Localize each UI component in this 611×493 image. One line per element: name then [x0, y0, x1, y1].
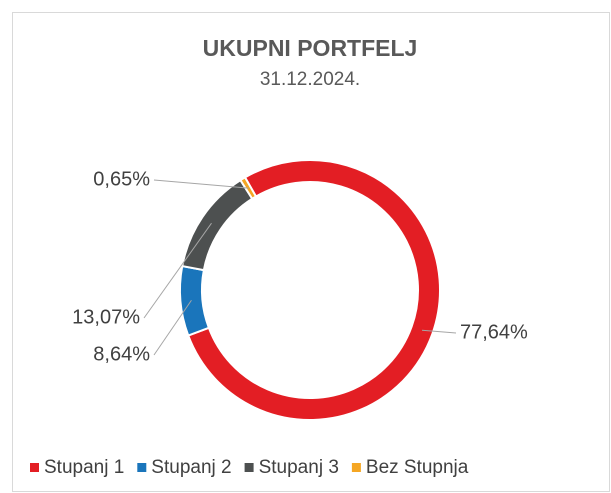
leader-line	[153, 179, 249, 189]
legend-swatch	[30, 463, 39, 472]
data-label: 77,64%	[460, 321, 528, 343]
data-label: 13,07%	[72, 306, 140, 328]
data-label: 0,65%	[93, 168, 150, 190]
chart-title: UKUPNI PORTFELJ	[203, 35, 418, 61]
legend-swatch	[244, 463, 254, 472]
leader-line	[421, 329, 457, 334]
legend-swatch	[351, 463, 361, 472]
legend-label: Bez Stupnja	[366, 457, 469, 478]
leader-line	[143, 222, 212, 319]
data-label: 8,64%	[93, 343, 150, 365]
leader-line	[153, 299, 192, 356]
donut-segment	[186, 159, 441, 421]
legend-label: Stupanj 1	[44, 457, 124, 478]
legend-label: Stupanj 2	[151, 457, 231, 478]
legend-swatch	[137, 463, 147, 472]
chart-subtitle: 31.12.2024.	[260, 69, 360, 90]
legend-label: Stupanj 3	[259, 457, 339, 478]
